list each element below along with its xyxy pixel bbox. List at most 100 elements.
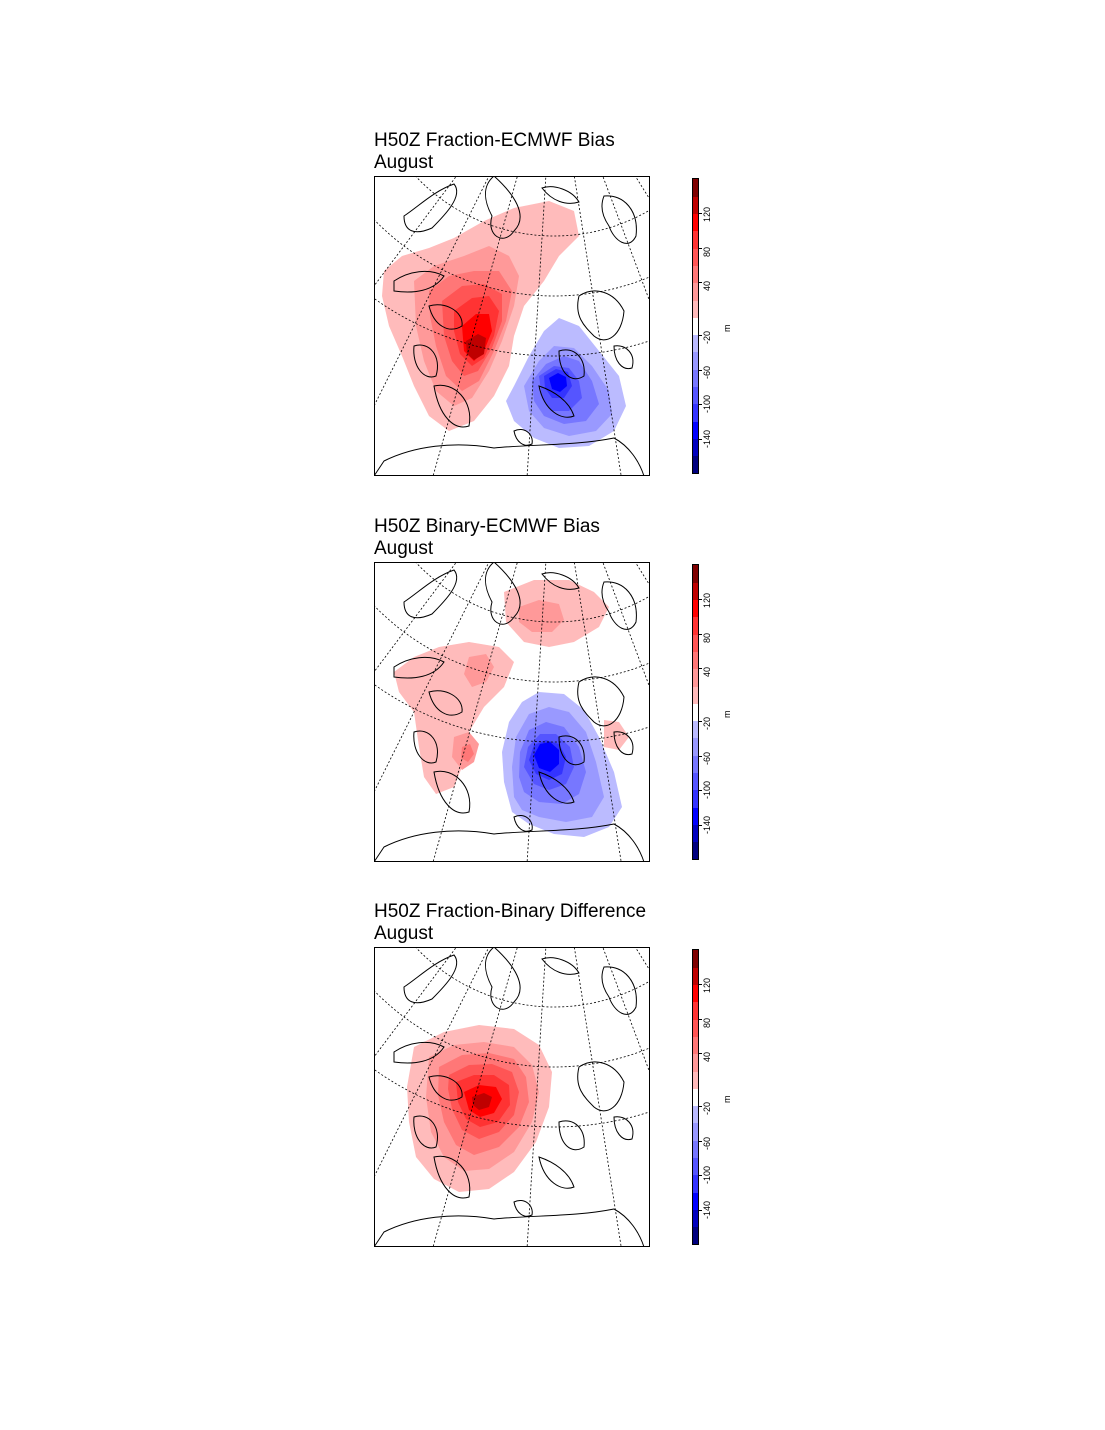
contour-band-7 xyxy=(472,1093,492,1110)
colorbar-tick xyxy=(699,825,702,827)
contour-band-13 xyxy=(549,373,567,392)
coastline-7 xyxy=(413,1115,438,1149)
colorbar-tick-label: 120 xyxy=(702,206,712,222)
colorbar-tick-label: -100 xyxy=(702,1166,712,1185)
coastline-14 xyxy=(613,731,634,756)
colorbar-swatch xyxy=(693,1192,698,1210)
colorbar-tick xyxy=(699,598,702,600)
contour-map xyxy=(193,0,975,527)
coastline-3 xyxy=(541,186,580,204)
colorbar-swatch xyxy=(693,1088,698,1107)
colorbar-swatch xyxy=(693,1209,698,1228)
colorbar-swatch xyxy=(693,755,698,774)
colorbar-tick-label: -140 xyxy=(702,816,712,835)
coastline-9 xyxy=(577,676,625,727)
coastline-1 xyxy=(403,183,457,233)
colorbar-tick-label: 80 xyxy=(702,632,712,643)
colorbar-tick xyxy=(699,1105,702,1107)
coastlines xyxy=(373,946,645,1248)
coastline-10 xyxy=(558,735,585,766)
colorbar-swatch xyxy=(693,824,698,843)
colorbar-tick-label: -60 xyxy=(702,751,712,765)
colorbar-swatch xyxy=(693,984,698,1003)
colorbar-swatch xyxy=(693,616,698,635)
colorbar-tick xyxy=(699,369,702,371)
coastline-8 xyxy=(433,1155,471,1199)
colorbar-swatch xyxy=(693,686,698,704)
colorbar-tick-label: 120 xyxy=(702,592,712,608)
colorbar-swatch xyxy=(693,230,698,249)
colorbar-swatch xyxy=(693,967,698,986)
panel-title: H50Z Fraction-ECMWF Bias August xyxy=(374,130,615,174)
colorbar-swatch xyxy=(693,455,698,474)
coastline-9 xyxy=(577,1061,625,1112)
colorbar-unit: m xyxy=(722,1095,732,1104)
coastlines xyxy=(373,175,645,477)
colorbar-swatch xyxy=(693,369,698,388)
coastline-6 xyxy=(428,1075,463,1101)
colorbar-swatch xyxy=(693,599,698,618)
colorbar-swatch xyxy=(693,1105,698,1124)
panel-title-line2: August xyxy=(374,152,434,173)
colorbar-tick-label: -100 xyxy=(702,395,712,414)
colorbar-tick xyxy=(699,1053,702,1055)
colorbar-tick-label: -140 xyxy=(702,430,712,449)
colorbar-strip xyxy=(692,178,699,474)
coastline-8 xyxy=(433,384,471,428)
coastline-2 xyxy=(485,946,521,1010)
coastline-4 xyxy=(601,581,637,630)
colorbar-swatch xyxy=(693,1140,698,1159)
map-panel-2: H50Z Binary-ECMWF Bias August -140 -100 -60-… xyxy=(0,121,1105,913)
colorbar-swatch xyxy=(693,1174,698,1193)
colorbar-tick-label: -60 xyxy=(702,1136,712,1150)
colorbar-tick-label: -60 xyxy=(702,365,712,379)
colorbar: -140 -100 -60 -20 40 80 120 m xyxy=(680,564,740,864)
colorbar-swatch xyxy=(693,807,698,825)
colorbar-swatch xyxy=(693,213,698,232)
colorbar-swatch xyxy=(693,651,698,670)
colorbar-tick-label: -20 xyxy=(702,716,712,730)
colorbar-swatch xyxy=(693,334,698,353)
contour-map-svg xyxy=(193,0,975,527)
coastline-7 xyxy=(413,344,438,378)
panel-title-line2: August xyxy=(374,538,434,559)
contour-map-svg xyxy=(193,121,975,913)
colorbar-swatch xyxy=(693,196,698,215)
coastline-1 xyxy=(403,569,457,619)
colorbar-swatch xyxy=(693,1071,698,1089)
colorbar-tick-label: 80 xyxy=(702,1017,712,1028)
colorbar-swatch xyxy=(693,737,698,756)
coastline-13 xyxy=(513,815,533,832)
colorbar-tick-label: 120 xyxy=(702,977,712,993)
colorbar-tick-label: 40 xyxy=(702,1052,712,1063)
colorbar-swatch xyxy=(693,282,698,301)
colorbar-tick-label: 40 xyxy=(702,667,712,678)
coastline-13 xyxy=(513,429,533,446)
colorbar-swatch xyxy=(693,720,698,739)
colorbar-tick xyxy=(699,282,702,284)
colorbar-swatch xyxy=(693,421,698,439)
coastline-5 xyxy=(393,656,445,679)
coastline-12 xyxy=(373,1208,645,1248)
colorbar-tick xyxy=(699,404,702,406)
coastline-3 xyxy=(541,957,580,975)
coastline-2 xyxy=(485,561,521,625)
coastline-9 xyxy=(577,290,625,341)
colorbar-swatch xyxy=(693,351,698,370)
coastline-6 xyxy=(428,690,463,716)
colorbar-swatch xyxy=(693,789,698,808)
colorbar-swatch xyxy=(693,248,698,266)
coastline-1 xyxy=(403,954,457,1004)
colorbar-tick xyxy=(699,983,702,985)
contour-band-2 xyxy=(519,600,564,632)
colorbar-tick-label: -140 xyxy=(702,1201,712,1220)
contour-band-7 xyxy=(604,720,629,750)
coastline-5 xyxy=(393,270,445,293)
colorbar-swatch xyxy=(693,772,698,791)
panel-title-line2: August xyxy=(374,923,434,944)
coastlines xyxy=(373,561,645,863)
colorbar-tick xyxy=(699,720,702,722)
anomaly-contours xyxy=(394,580,629,837)
colorbar-tick xyxy=(699,668,702,670)
colorbar-swatch xyxy=(693,582,698,601)
